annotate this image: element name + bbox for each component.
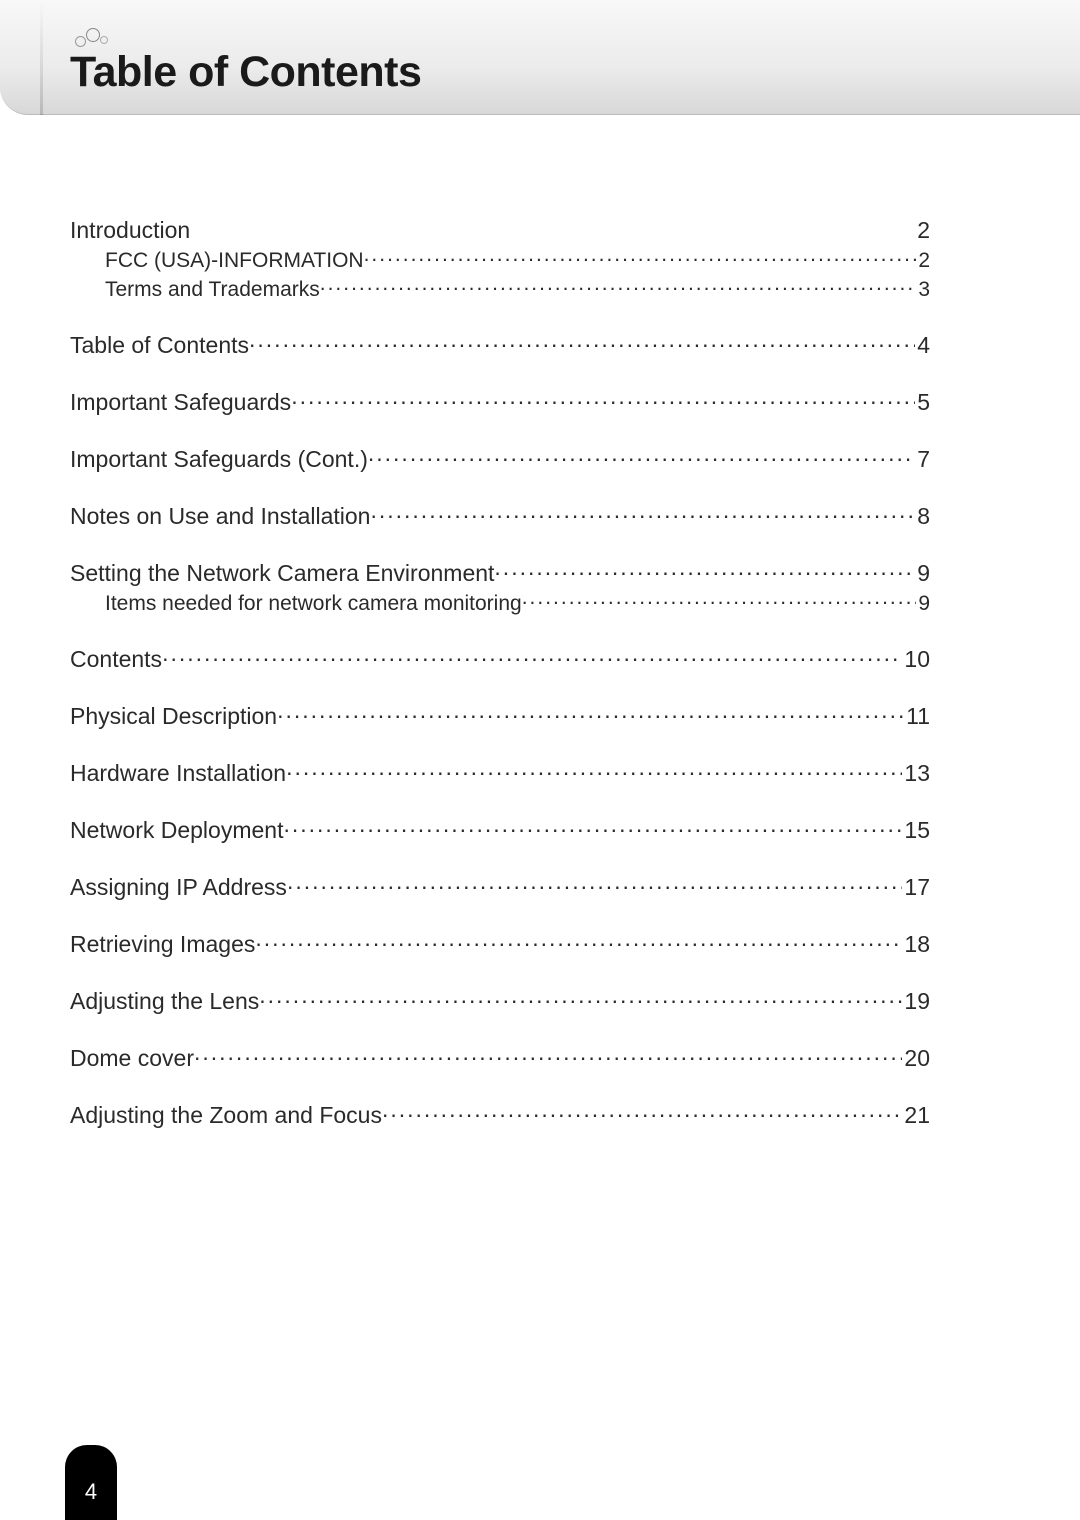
page-number-tab: 4 [65,1445,117,1520]
toc-entry: Hardware Installation 13 [70,758,930,787]
toc-entry: Introduction 2 [70,215,930,244]
header-bar: Table of Contents [0,0,1080,115]
toc-label: FCC (USA)-INFORMATION [105,249,364,273]
toc-leader [259,986,902,1009]
toc-label: Important Safeguards [70,389,291,416]
toc-label: Hardware Installation [70,760,286,787]
toc-page: 5 [915,389,930,416]
toc-entry: Dome cover 20 [70,1043,930,1072]
toc-label: Retrieving Images [70,931,255,958]
toc-label: Setting the Network Camera Environment [70,560,494,587]
toc-label: Assigning IP Address [70,874,287,901]
toc-page: 2 [916,249,930,273]
toc-label: Notes on Use and Installation [70,503,370,530]
toc-label: Items needed for network camera monitori… [105,592,522,616]
toc-page: 7 [915,446,930,473]
toc-leader [364,246,917,267]
toc-leader [368,444,915,467]
toc-entry: Table of Contents 4 [70,330,930,359]
toc-leader [286,758,902,781]
toc-page: 9 [915,560,930,587]
toc-leader [255,929,902,952]
toc-entry: Notes on Use and Installation 8 [70,501,930,530]
toc-entry: Physical Description 11 [70,701,930,730]
toc-leader [249,330,915,353]
toc-entry: Important Safeguards (Cont.) 7 [70,444,930,473]
toc-entry: Setting the Network Camera Environment 9 [70,558,930,587]
toc-leader [382,1100,902,1123]
toc-container: Introduction2FCC (USA)-INFORMATION 2Term… [70,215,930,1131]
toc-entry: Contents 10 [70,644,930,673]
toc-page: 19 [902,988,930,1015]
toc-label: Terms and Trademarks [105,278,320,302]
toc-page: 8 [915,503,930,530]
toc-entry: Retrieving Images 18 [70,929,930,958]
page-title: Table of Contents [70,48,421,97]
toc-leader [522,589,917,610]
toc-leader [277,701,904,724]
toc-page: 10 [902,646,930,673]
toc-page: 4 [915,332,930,359]
toc-entry: Adjusting the Lens 19 [70,986,930,1015]
toc-page: 3 [916,278,930,302]
toc-entry: Network Deployment 15 [70,815,930,844]
toc-page: 13 [902,760,930,787]
toc-label: Dome cover [70,1045,194,1072]
toc-page: 21 [902,1102,930,1129]
toc-leader [287,872,902,895]
toc-label: Network Deployment [70,817,283,844]
toc-label: Physical Description [70,703,277,730]
toc-leader [291,387,915,410]
toc-leader [162,644,902,667]
toc-entry: Assigning IP Address 17 [70,872,930,901]
toc-page: 18 [902,931,930,958]
toc-leader [320,275,917,296]
toc-entry: Items needed for network camera monitori… [105,589,930,616]
toc-leader [494,558,915,581]
toc-page: 9 [916,592,930,616]
toc-page: 20 [902,1045,930,1072]
toc-leader [190,215,915,238]
toc-page: 17 [902,874,930,901]
page-number: 4 [85,1479,97,1505]
toc-page: 11 [904,703,930,730]
toc-label: Important Safeguards (Cont.) [70,446,368,473]
toc-label: Introduction [70,217,190,244]
toc-entry: FCC (USA)-INFORMATION 2 [105,246,930,273]
header-left-edge [40,0,43,115]
toc-label: Adjusting the Lens [70,988,259,1015]
toc-page: 15 [902,817,930,844]
toc-leader [283,815,902,838]
toc-label: Adjusting the Zoom and Focus [70,1102,382,1129]
toc-entry: Adjusting the Zoom and Focus 21 [70,1100,930,1129]
toc-label: Contents [70,646,162,673]
toc-leader [370,501,915,524]
toc-label: Table of Contents [70,332,249,359]
toc-page: 2 [915,217,930,244]
toc-leader [194,1043,902,1066]
toc-entry: Important Safeguards 5 [70,387,930,416]
toc-entry: Terms and Trademarks 3 [105,275,930,302]
